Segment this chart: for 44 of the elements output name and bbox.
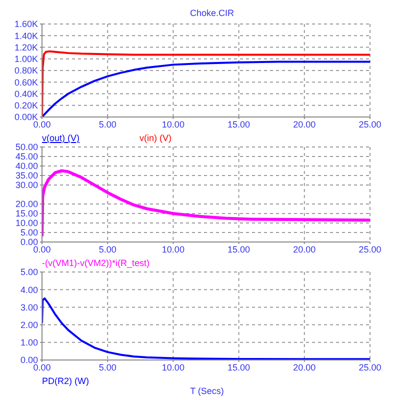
x-tick-label: 15.00 [228,362,250,372]
x-tick-label: 15.00 [228,244,250,254]
x-tick-label: 20.00 [293,119,316,130]
series-label: v(out) (V) [42,133,80,143]
text: -(v(VM1)-v(VM2))*i(R_test) [42,258,150,268]
y-tick-label: 30.00 [15,180,38,190]
y-tick-label: 40.00 [15,161,38,172]
y-tick-label: 1.60K [14,19,38,30]
x-tick-label: 25.00 [358,244,382,254]
x-tick-label: 20.00 [293,362,316,372]
x-tick-label: 10.00 [162,119,184,130]
chart-title: Choke.CIR [188,8,235,20]
x-tick-label: 5.00 [98,244,116,254]
text: PD(R2) (W) [42,376,89,386]
x-tick-label: 25.00 [358,362,382,372]
x-tick-label: 5.00 [98,362,116,372]
y-tick-label: 0.60K [14,77,38,88]
x-tick-label: 25.00 [358,119,382,130]
y-tick-label: 0.40K [14,88,38,99]
x-tick-label: 15.00 [228,119,250,130]
text: v(in) (V) [140,133,172,143]
y-tick-label: 5.00 [20,267,38,278]
x-tick-label: 10.00 [162,244,184,254]
y-tick-label: 1.00K [14,54,38,64]
y-tick-label: 4.00 [20,284,38,295]
y-tick-label: 1.40K [14,30,38,41]
y-tick-label: 0.20K [14,100,38,111]
y-tick-label: 20.00 [15,199,38,210]
y-tick-label: 50.00 [15,142,38,152]
y-tick-label: 1.00 [20,338,38,348]
line-series [42,169,370,238]
x-tick-label: 10.00 [162,362,184,372]
x-axis-title: T (Secs) [189,386,225,398]
y-tick-label: 35.00 [15,170,38,181]
y-tick-label: 0.80K [14,66,38,76]
x-tick-label: 20.00 [293,244,316,254]
y-tick-label: 2.00 [20,320,38,330]
y-tick-label: 10.00 [15,218,38,228]
y-tick-label: 3.00 [20,302,38,312]
y-tick-label: 1.20K [14,42,38,52]
y-tick-label: 15.00 [15,208,38,219]
x-tick-label: 5.00 [98,119,116,130]
y-tick-label: 5.00 [20,228,38,238]
y-tick-label: 45.00 [15,152,38,162]
